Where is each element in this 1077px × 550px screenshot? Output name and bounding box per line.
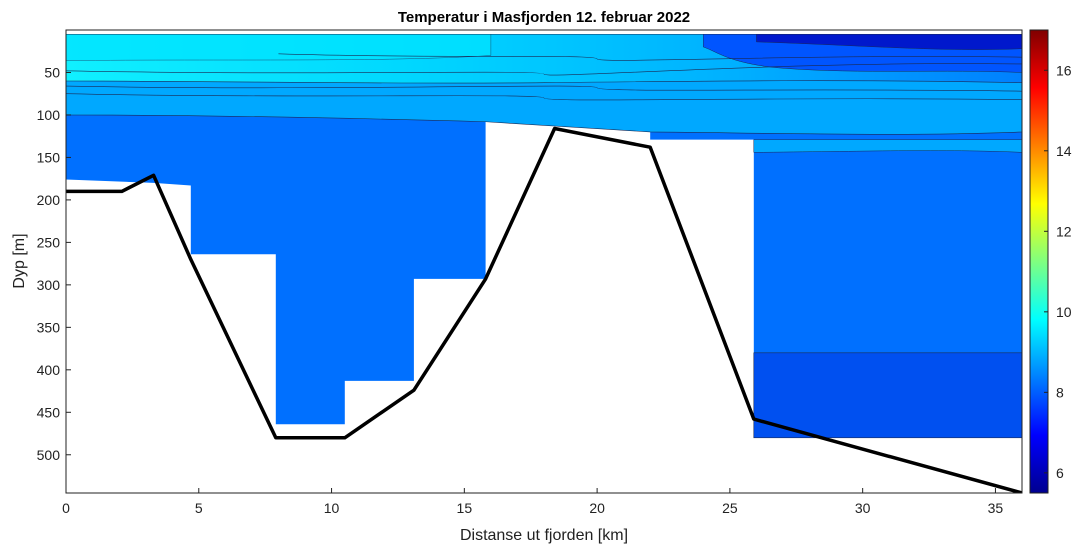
colorbar-frame xyxy=(1029,29,1049,494)
y-tick-label: 500 xyxy=(37,447,61,463)
y-tick-label: 150 xyxy=(37,149,61,165)
colorbar: 6 8 10 12 14 16 xyxy=(1029,29,1072,494)
x-axis: 0 5 10 15 20 25 30 35 xyxy=(62,488,1003,516)
contour-line xyxy=(278,53,1022,61)
contour-line xyxy=(66,93,1022,101)
plot-frame xyxy=(65,29,1023,494)
y-tick-label: 100 xyxy=(37,107,61,123)
y-tick-label: 300 xyxy=(37,277,61,293)
surface-cyan-patch xyxy=(66,33,492,61)
x-tick-label: 0 xyxy=(62,500,70,516)
outer-sill-layer xyxy=(753,139,1022,153)
y-tick-label: 50 xyxy=(44,64,60,80)
plot-area xyxy=(66,33,1022,493)
x-tick-label: 15 xyxy=(457,500,473,516)
x-tick-label: 20 xyxy=(589,500,605,516)
y-tick-label: 400 xyxy=(37,362,61,378)
y-tick-label: 350 xyxy=(37,319,61,335)
x-tick-label: 5 xyxy=(195,500,203,516)
chart-title: Temperatur i Masfjorden 12. februar 2022 xyxy=(398,9,690,26)
x-axis-label: Distanse ut fjorden [km] xyxy=(460,527,628,544)
colorbar-tick-label: 10 xyxy=(1056,304,1072,320)
y-tick-label: 450 xyxy=(37,404,61,420)
x-tick-label: 30 xyxy=(855,500,871,516)
x-tick-label: 35 xyxy=(988,500,1004,516)
colorbar-tick-label: 8 xyxy=(1056,384,1064,400)
colorbar-tick-label: 12 xyxy=(1056,223,1072,239)
bottom-profile-line xyxy=(66,126,1022,493)
y-tick-label: 200 xyxy=(37,192,61,208)
outer-deep-layer xyxy=(753,352,1022,439)
colorbar-tick-label: 14 xyxy=(1056,143,1072,159)
y-tick-label: 250 xyxy=(37,234,61,250)
x-tick-label: 10 xyxy=(324,500,340,516)
y-axis: 50 100 150 200 250 300 350 400 450 500 xyxy=(37,64,71,463)
contour-line xyxy=(66,85,1022,92)
y-axis-label: Dyp [m] xyxy=(11,233,28,288)
colorbar-gradient xyxy=(1030,30,1048,493)
water-column xyxy=(66,34,1022,438)
contour-line xyxy=(66,63,1022,76)
colorbar-tick-label: 6 xyxy=(1056,465,1064,481)
colorbar-ticks: 6 8 10 12 14 16 xyxy=(1044,62,1072,481)
x-tick-label: 25 xyxy=(722,500,738,516)
colorbar-tick-label: 16 xyxy=(1056,62,1072,78)
outer-coldest-surface xyxy=(756,33,1022,50)
